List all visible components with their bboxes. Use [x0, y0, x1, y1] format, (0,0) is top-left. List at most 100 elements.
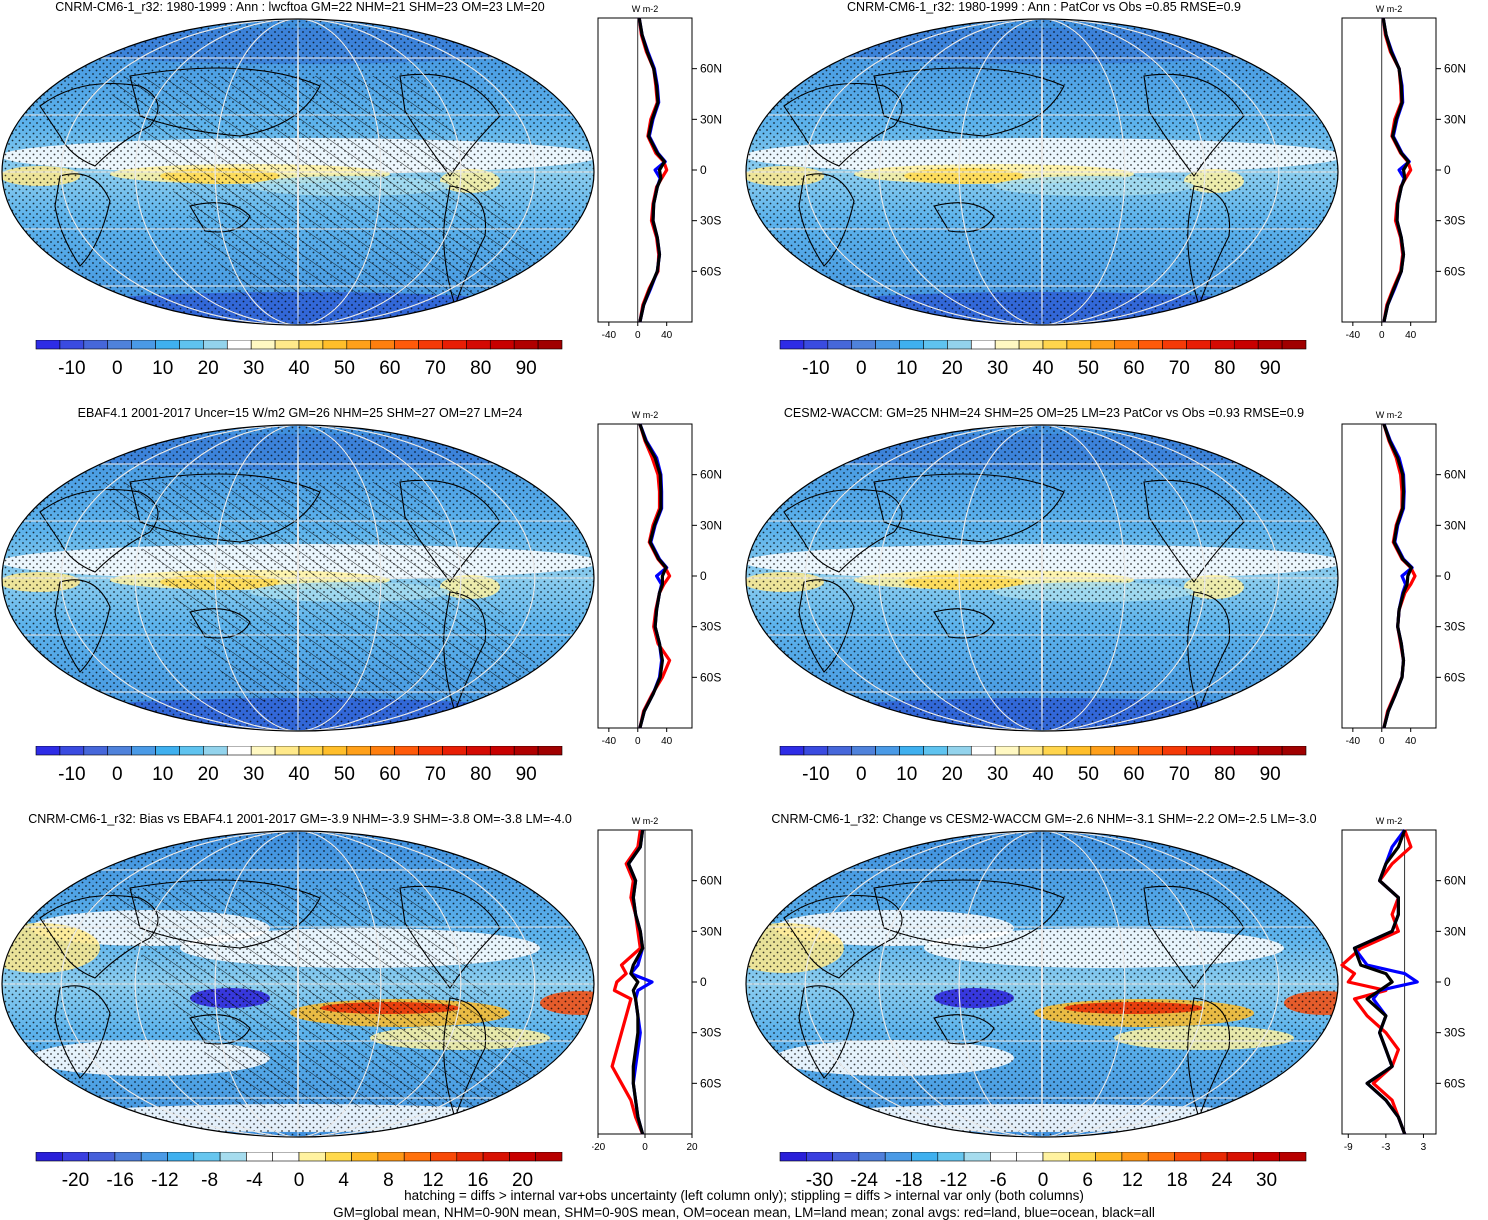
colorbar-tick-label: 0 [112, 764, 123, 785]
colorbar-tick-label: 80 [1214, 358, 1235, 379]
colorbar-tick-label: 40 [288, 764, 309, 785]
colorbar-box [274, 340, 300, 350]
zonal-ytick-label: 30N [1444, 924, 1466, 938]
zonal-ytick-label: 60N [1444, 468, 1466, 482]
zonal-xtick-label: -3 [1381, 1142, 1390, 1152]
zonal-xtick-label: 0 [642, 1142, 648, 1152]
zonal-ytick-label: 30S [700, 214, 721, 228]
zonal-all-line [637, 17, 667, 323]
colorbar-box [346, 746, 372, 756]
longitude-line [878, 831, 1206, 1137]
zonal-unit: W m-2 [1376, 816, 1403, 826]
zonal-ytick-label: 60N [700, 874, 722, 888]
colorbar-box [35, 340, 61, 350]
colorbar-box [370, 340, 395, 350]
zonal-xtick-label: 40 [1405, 330, 1417, 340]
longitude-line [958, 425, 1126, 731]
colorbar-tick-label: -10 [58, 764, 85, 785]
colorbar-box [1095, 1152, 1123, 1162]
zonal-ytick-label: 60S [700, 670, 721, 684]
longitude-line [804, 425, 1280, 731]
hatching [100, 76, 560, 296]
colorbar-box [899, 746, 924, 756]
colorbar-tick-label: -10 [58, 358, 85, 379]
colorbar-tick-label: 70 [1169, 764, 1190, 785]
colorbar-box [827, 746, 853, 756]
zonal-ytick-label: 0 [700, 569, 707, 583]
zonal-ytick-label: 0 [1444, 569, 1451, 583]
zonal-all-line [1381, 17, 1411, 323]
longitude-line [804, 831, 1280, 1137]
zonal-ytick-label: 30S [700, 1026, 721, 1040]
colorbar-tick-label: 90 [516, 764, 537, 785]
colorbar-box [155, 746, 180, 756]
colorbar-box [911, 1152, 939, 1162]
zonal-ytick-label: 30S [1444, 1026, 1465, 1040]
colorbar-boxes [35, 1152, 563, 1162]
colorbar-tick-label: -10 [802, 358, 829, 379]
colorbar-tick-label: 12 [1122, 1170, 1143, 1191]
zonal-average-plot: W m-2 60N 30N 0 30S 60S -40 0 40 [1341, 410, 1466, 746]
map-outline [745, 830, 1339, 1138]
colorbar-box [179, 746, 204, 756]
colorbar-box [274, 746, 300, 756]
colorbar-box [1281, 746, 1307, 756]
colorbar-tick-label: -18 [895, 1170, 922, 1191]
colorbar-box [1042, 746, 1068, 756]
map-field [746, 19, 1338, 325]
zonal-ytick-label: 60N [700, 468, 722, 482]
map-field [2, 19, 594, 325]
colorbar-box [1233, 340, 1259, 350]
colorbar-box [1210, 746, 1235, 756]
colorbar-box [1042, 340, 1068, 350]
longitude-line [1041, 831, 1043, 1137]
zonal-ytick-label: 60S [700, 1076, 721, 1090]
colorbar-box [851, 746, 876, 756]
map-outline [745, 424, 1339, 732]
map-field [746, 425, 1338, 731]
colorbar-box [193, 1152, 221, 1162]
colorbar-tick-label: 50 [334, 358, 355, 379]
colorbar-box [140, 1152, 168, 1162]
colorbar-box [990, 1152, 1017, 1162]
colorbar-tick-label: 0 [856, 358, 867, 379]
colorbar-box [1174, 1152, 1202, 1162]
colorbar-box [1068, 1152, 1096, 1162]
colorbar: -10 0 10 20 30 40 50 60 70 80 90 [779, 746, 1307, 785]
colorbar-box [1257, 340, 1283, 350]
colorbar-box [466, 746, 491, 756]
zonal-xtick-label: 0 [1379, 330, 1385, 340]
colorbar-tick-label: -16 [106, 1170, 133, 1191]
colorbar-box [324, 1152, 352, 1162]
longitude-line [804, 19, 1280, 325]
zonal-xtick-label: 40 [661, 736, 673, 746]
colorbar-box [219, 1152, 247, 1162]
colorbar: -30 -24 -18 -12 -6 0 6 12 18 24 30 [779, 1152, 1307, 1191]
colorbar-box [83, 746, 109, 756]
zonal-average-plot: W m-2 60N 30N 0 30S 60S -20 0 20 [592, 816, 722, 1152]
colorbar-box [155, 340, 180, 350]
zonal-xtick-label: -20 [592, 1142, 606, 1152]
colorbar-tick-label: 0 [112, 358, 123, 379]
longitude-line [297, 19, 299, 325]
longitude-line [134, 425, 462, 731]
colorbar-box [1016, 1152, 1044, 1162]
colorbar-box [1257, 746, 1283, 756]
colorbar-box [298, 1152, 326, 1162]
zonal-frame [1341, 17, 1437, 323]
colorbar-box [298, 340, 324, 350]
zonal-average-plot: W m-2 60N 30N 0 30S 60S -40 0 40 [597, 410, 722, 746]
zonal-all-line [638, 423, 668, 729]
colorbar-box [403, 1152, 431, 1162]
colorbar-box [250, 340, 276, 350]
colorbar: -10 0 10 20 30 40 50 60 70 80 90 [779, 340, 1307, 379]
colorbar-box [418, 746, 443, 756]
zonal-all-line [1382, 423, 1414, 729]
zonal-xtick-label: -40 [602, 330, 617, 340]
panel-lwcftoa-model: CNRM-CM6-1_r32: 1980-1999 : Ann : lwcfto… [0, 0, 744, 406]
zonal-ytick-label: 0 [1444, 975, 1451, 989]
zonal-ytick-label: 30N [700, 112, 722, 126]
colorbar-tick-label: 10 [896, 764, 917, 785]
zonal-ytick-label: 30S [1444, 214, 1465, 228]
zonal-unit: W m-2 [632, 410, 659, 420]
